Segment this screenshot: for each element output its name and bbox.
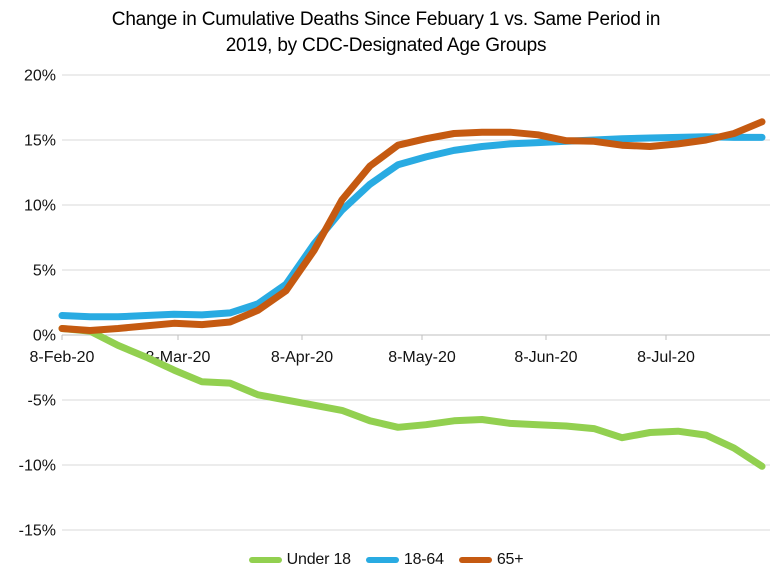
y-tick-label-5%: 5%: [33, 263, 56, 280]
y-tick-label--10%: -10%: [19, 458, 56, 475]
y-tick-label-20%: 20%: [24, 68, 56, 85]
chart-title-line2: 2019, by CDC-Designated Age Groups: [225, 35, 547, 56]
x-tick-label-8-Apr-20: 8-Apr-20: [271, 349, 333, 366]
chart-title-line1: Change in Cumulative Deaths Since Febuar…: [111, 9, 661, 30]
y-tick-label-0%: 0%: [33, 328, 56, 345]
y-tick-label--5%: -5%: [28, 393, 56, 410]
y-tick-label-15%: 15%: [24, 133, 56, 150]
x-tick-label-8-May-20: 8-May-20: [388, 349, 456, 366]
legend-item-18-64: 18-64: [365, 551, 444, 569]
legend-swatch-icon: [458, 557, 492, 563]
series-line-65-: [58, 118, 766, 334]
x-tick-label-8-Feb-20: 8-Feb-20: [30, 349, 95, 366]
series-line-18-64: [58, 133, 766, 321]
chart-title: Change in Cumulative Deaths Since Febuar…: [0, 7, 772, 59]
series-line-under-18: [58, 325, 766, 470]
chart-legend: Under 18 18-64 65+: [0, 551, 772, 569]
legend-item-under-18: Under 18: [248, 551, 351, 569]
y-tick-label--15%: -15%: [19, 523, 56, 540]
legend-swatch-icon: [365, 557, 399, 563]
legend-item-65-: 65+: [458, 551, 524, 569]
legend-swatch-icon: [248, 557, 282, 563]
legend-label: 65+: [496, 551, 524, 568]
y-tick-label-10%: 10%: [24, 198, 56, 215]
x-tick-label-8-Jun-20: 8-Jun-20: [514, 349, 577, 366]
legend-label: Under 18: [286, 551, 351, 568]
legend-label: 18-64: [403, 551, 444, 568]
x-tick-label-8-Jul-20: 8-Jul-20: [637, 349, 695, 366]
